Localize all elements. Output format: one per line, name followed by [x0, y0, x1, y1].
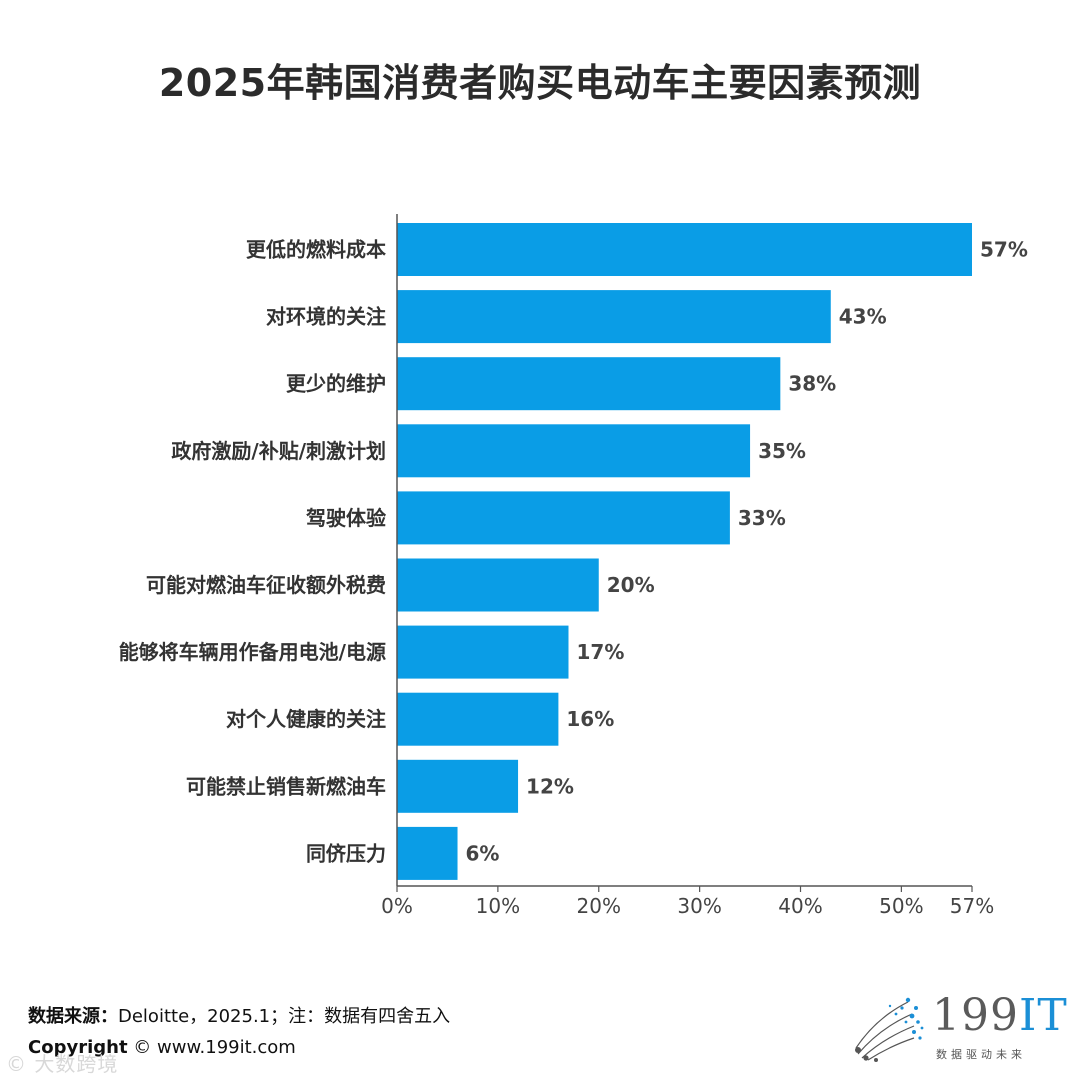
bar: [397, 223, 972, 276]
logo-tagline: 数据驱动未来: [936, 1048, 1026, 1061]
data-label: 20%: [607, 573, 655, 597]
data-label: 38%: [788, 372, 836, 396]
data-label: 33%: [738, 506, 786, 530]
logo-wordmark: 199IT: [932, 990, 1068, 1041]
data-label: 57%: [980, 238, 1028, 262]
data-label: 6%: [466, 841, 500, 865]
bar: [397, 625, 569, 679]
logo-dots-icon: [855, 997, 924, 1062]
brand-logo: 199IT 数据驱动未来: [846, 988, 1067, 1068]
bar-chart: 更低的燃料成本 57% 对环境的关注 43% 更少的维护 38% 政府激励/补贴/刺激计划 3…: [119, 214, 1028, 918]
category-label: 更少的维护: [286, 372, 386, 396]
category-label: 驾驶体验: [306, 506, 386, 530]
category-label: 政府激励/补贴/刺激计划: [171, 439, 386, 463]
logo-wordmark-accent: IT: [1018, 990, 1068, 1041]
data-label: 16%: [566, 707, 614, 731]
data-source-label: 数据来源：: [28, 1006, 118, 1027]
data-source-text: Deloitte，2025.1；注：数据有四舍五入: [118, 1006, 451, 1027]
category-label: 对环境的关注: [266, 305, 386, 329]
watermark: © 大数跨境: [6, 1052, 119, 1076]
bar: [397, 759, 519, 813]
copyright: Copyright © www.199it.com: [28, 1037, 296, 1058]
copyright-text: © www.199it.com: [133, 1037, 296, 1058]
x-tick-label: 0%: [381, 894, 413, 918]
data-label: 43%: [839, 305, 887, 329]
category-label: 对个人健康的关注: [226, 707, 386, 731]
category-label: 同侪压力: [306, 841, 386, 865]
bar: [397, 826, 458, 880]
data-source: 数据来源：Deloitte，2025.1；注：数据有四舍五入: [28, 1002, 450, 1028]
bar: [397, 491, 730, 545]
x-tick-label: 20%: [577, 894, 621, 918]
bar: [397, 290, 831, 344]
x-tick-label: 30%: [677, 894, 721, 918]
data-label: 12%: [526, 774, 574, 798]
x-tick-label: 57%: [950, 894, 994, 918]
x-tick-label: 10%: [476, 894, 520, 918]
category-label: 可能对燃油车征收额外税费: [146, 573, 386, 597]
x-tick-label: 40%: [778, 894, 822, 918]
data-label: 35%: [758, 439, 806, 463]
bar: [397, 357, 781, 411]
copyright-label: Copyright: [28, 1037, 128, 1058]
x-tick-label: 50%: [879, 894, 923, 918]
category-label: 可能禁止销售新燃油车: [186, 774, 386, 798]
bar: [397, 424, 751, 478]
category-label: 更低的燃料成本: [246, 238, 386, 262]
logo-wordmark-main: 199: [932, 990, 1019, 1041]
data-label: 17%: [576, 640, 624, 664]
bar: [397, 558, 599, 612]
bar: [397, 692, 559, 746]
category-label: 能够将车辆用作备用电池/电源: [119, 640, 386, 664]
chart-title: 2025年韩国消费者购买电动车主要因素预测: [158, 61, 922, 105]
